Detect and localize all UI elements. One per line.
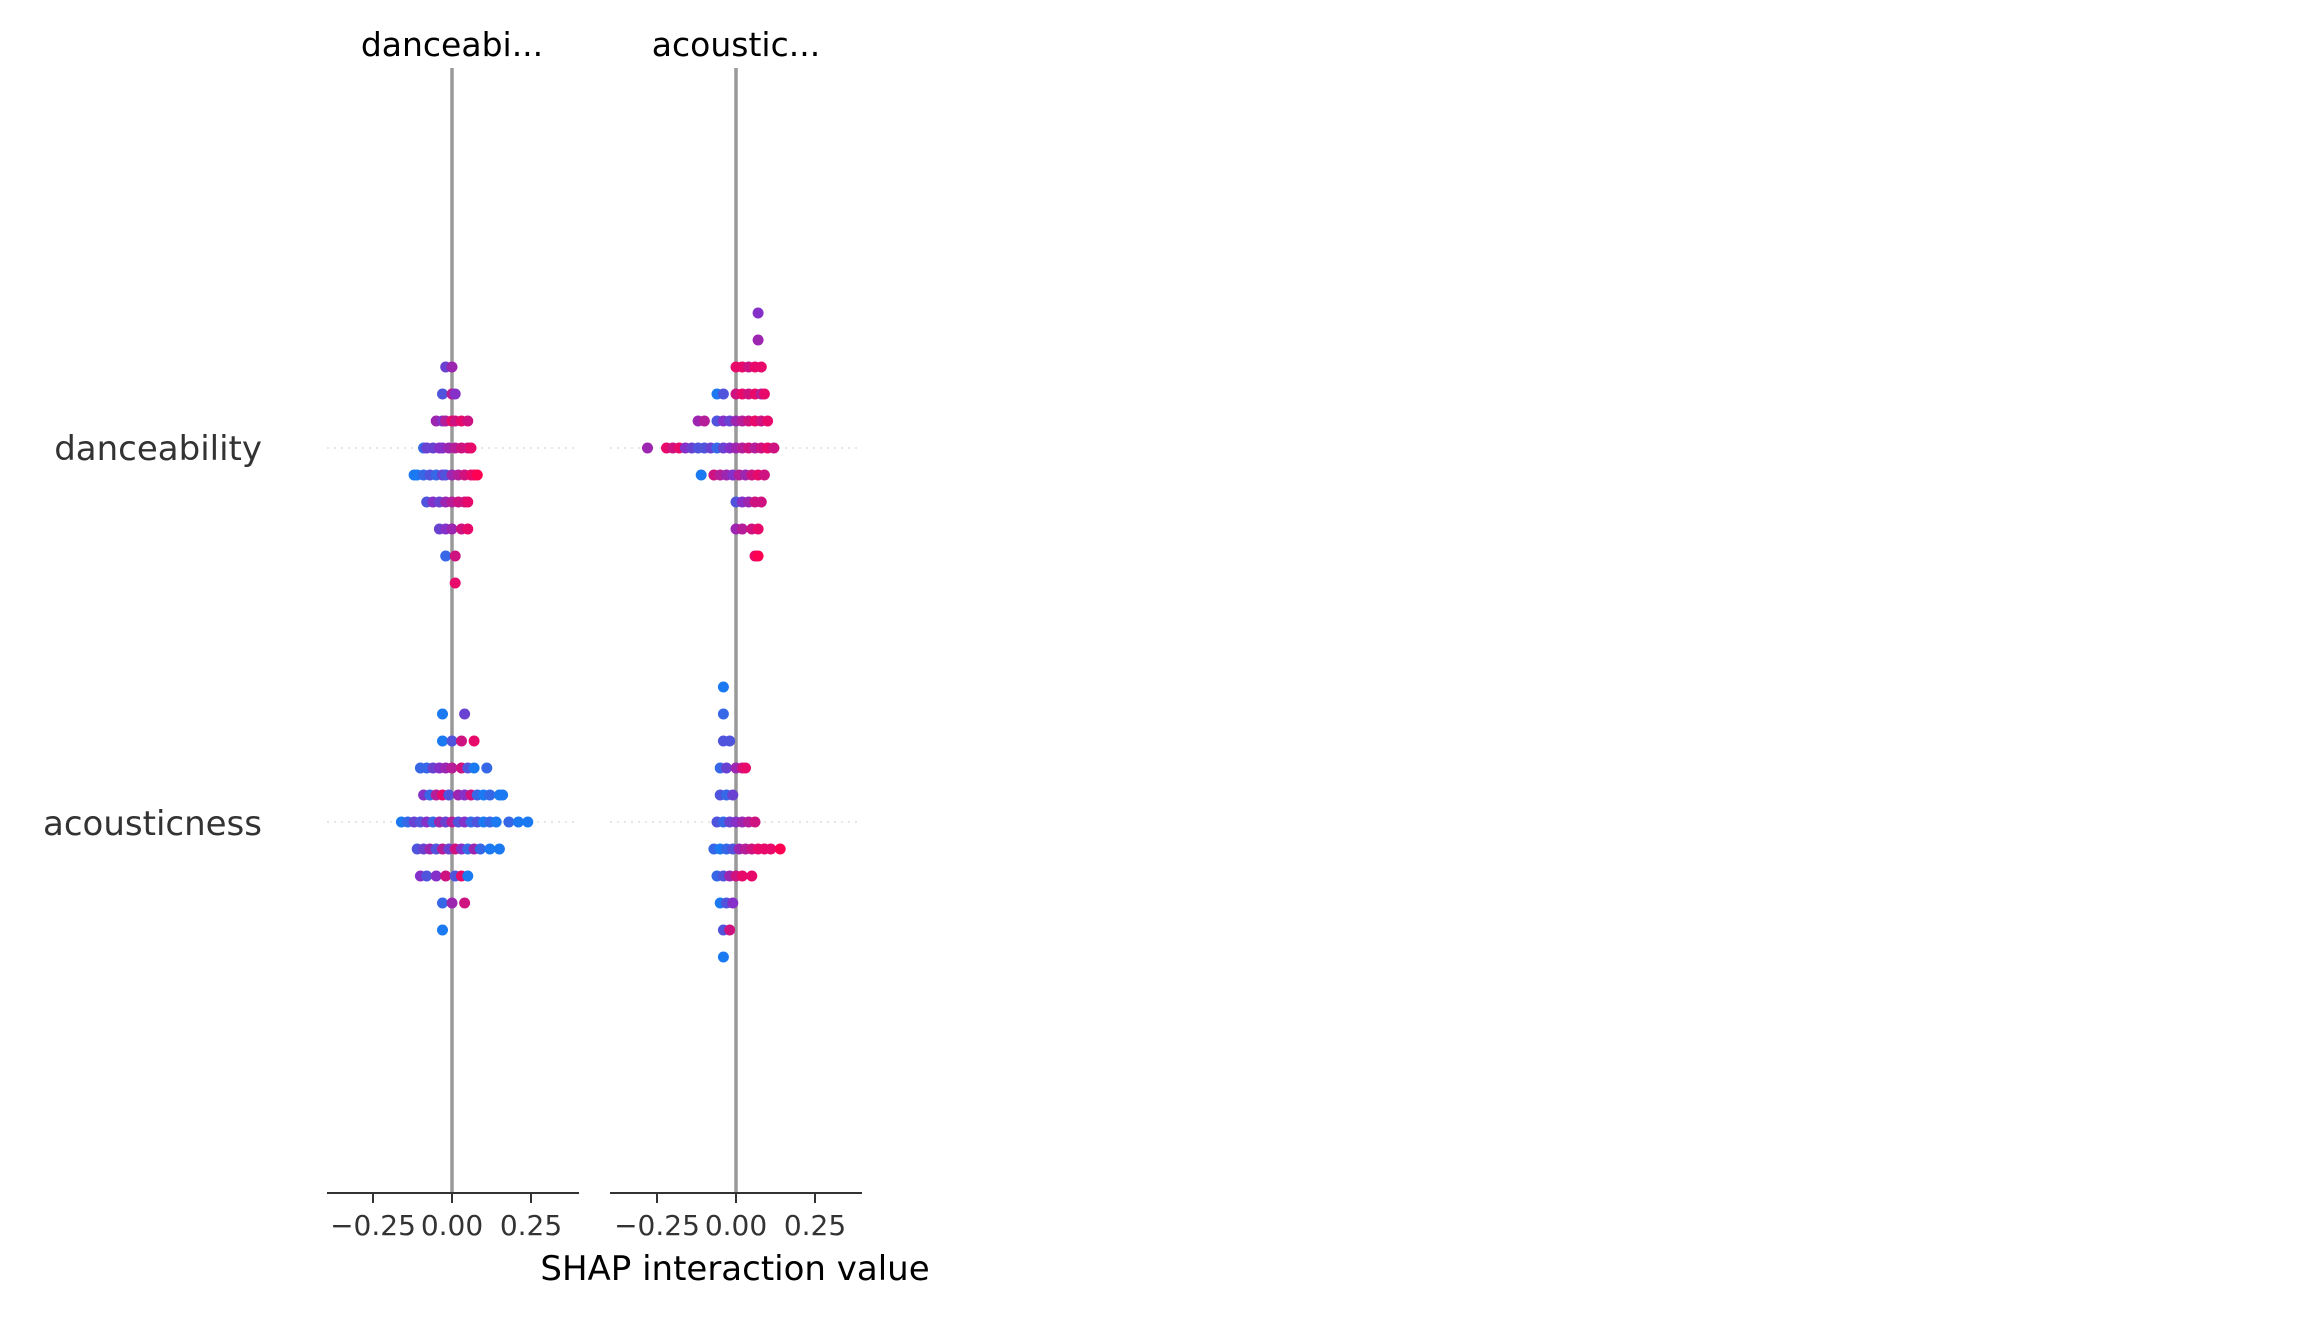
x-tick-label: −0.25: [330, 1209, 416, 1242]
data-point: [752, 523, 764, 535]
data-point: [493, 843, 505, 855]
data-point: [421, 870, 433, 882]
data-point: [717, 681, 729, 693]
data-point: [724, 735, 736, 747]
data-point: [465, 442, 477, 454]
data-point: [484, 789, 496, 801]
panel-title-danceability: danceabi...: [361, 25, 543, 64]
data-point: [481, 762, 493, 774]
data-point: [740, 762, 751, 774]
data-point: [462, 523, 474, 535]
feature-label-acousticness: acousticness: [43, 804, 262, 844]
data-point: [736, 870, 748, 882]
panel-title-acousticness: acoustic...: [652, 25, 820, 64]
data-point: [724, 924, 736, 936]
data-point: [468, 735, 480, 747]
data-point: [437, 388, 448, 400]
data-point: [462, 415, 474, 427]
data-point: [440, 550, 452, 562]
data-point: [522, 816, 534, 828]
row-lines: [327, 447, 862, 823]
data-point: [717, 708, 729, 720]
data-point: [459, 708, 471, 720]
data-point: [490, 816, 502, 828]
data-point: [717, 388, 729, 400]
zero-lines: [450, 68, 738, 1193]
data-point: [446, 762, 458, 774]
data-point: [449, 388, 461, 400]
data-point: [762, 415, 774, 427]
feature-label-danceability: danceability: [54, 429, 262, 469]
data-point: [462, 870, 474, 882]
data-point: [755, 496, 767, 508]
points-layer: [395, 307, 786, 963]
data-point: [474, 843, 486, 855]
data-point: [462, 496, 474, 508]
data-point: [755, 361, 767, 373]
x-axis-title: SHAP interaction value: [540, 1249, 929, 1289]
data-point: [503, 816, 515, 828]
data-point: [717, 951, 729, 963]
data-point: [758, 469, 770, 481]
data-point: [727, 789, 739, 801]
data-point: [698, 415, 710, 427]
x-axes: −0.25 0.00 0.25 −0.25 0.00 0.25: [327, 1192, 862, 1242]
x-tick-label: 0.00: [705, 1209, 767, 1242]
data-point: [752, 334, 764, 346]
x-tick-label: 0.00: [421, 1209, 483, 1242]
x-tick-label: 0.25: [784, 1209, 846, 1242]
data-point: [446, 897, 458, 909]
data-point: [774, 843, 786, 855]
data-point: [446, 361, 458, 373]
data-point: [471, 469, 483, 481]
data-point: [695, 469, 707, 481]
x-tick-label: −0.25: [614, 1209, 700, 1242]
data-point: [456, 735, 467, 747]
data-point: [446, 735, 458, 747]
data-point: [721, 762, 732, 774]
data-point: [443, 789, 455, 801]
data-point: [758, 388, 770, 400]
data-point: [768, 442, 780, 454]
data-point: [752, 307, 764, 319]
data-point: [449, 550, 461, 562]
data-point: [446, 523, 458, 535]
data-point: [736, 523, 748, 535]
data-point: [437, 735, 448, 747]
data-point: [437, 708, 448, 720]
data-point: [449, 577, 461, 589]
data-point: [727, 897, 739, 909]
data-point: [512, 816, 524, 828]
x-tick-label: 0.25: [500, 1209, 562, 1242]
data-point: [430, 870, 442, 882]
data-point: [642, 442, 653, 454]
data-point: [459, 897, 471, 909]
data-point: [440, 870, 452, 882]
data-point: [468, 762, 480, 774]
data-point: [497, 789, 509, 801]
data-point: [749, 816, 761, 828]
data-point: [746, 870, 758, 882]
data-point: [484, 843, 496, 855]
data-point: [437, 924, 448, 936]
data-point: [752, 550, 764, 562]
data-point: [437, 897, 448, 909]
data-point: [765, 843, 777, 855]
